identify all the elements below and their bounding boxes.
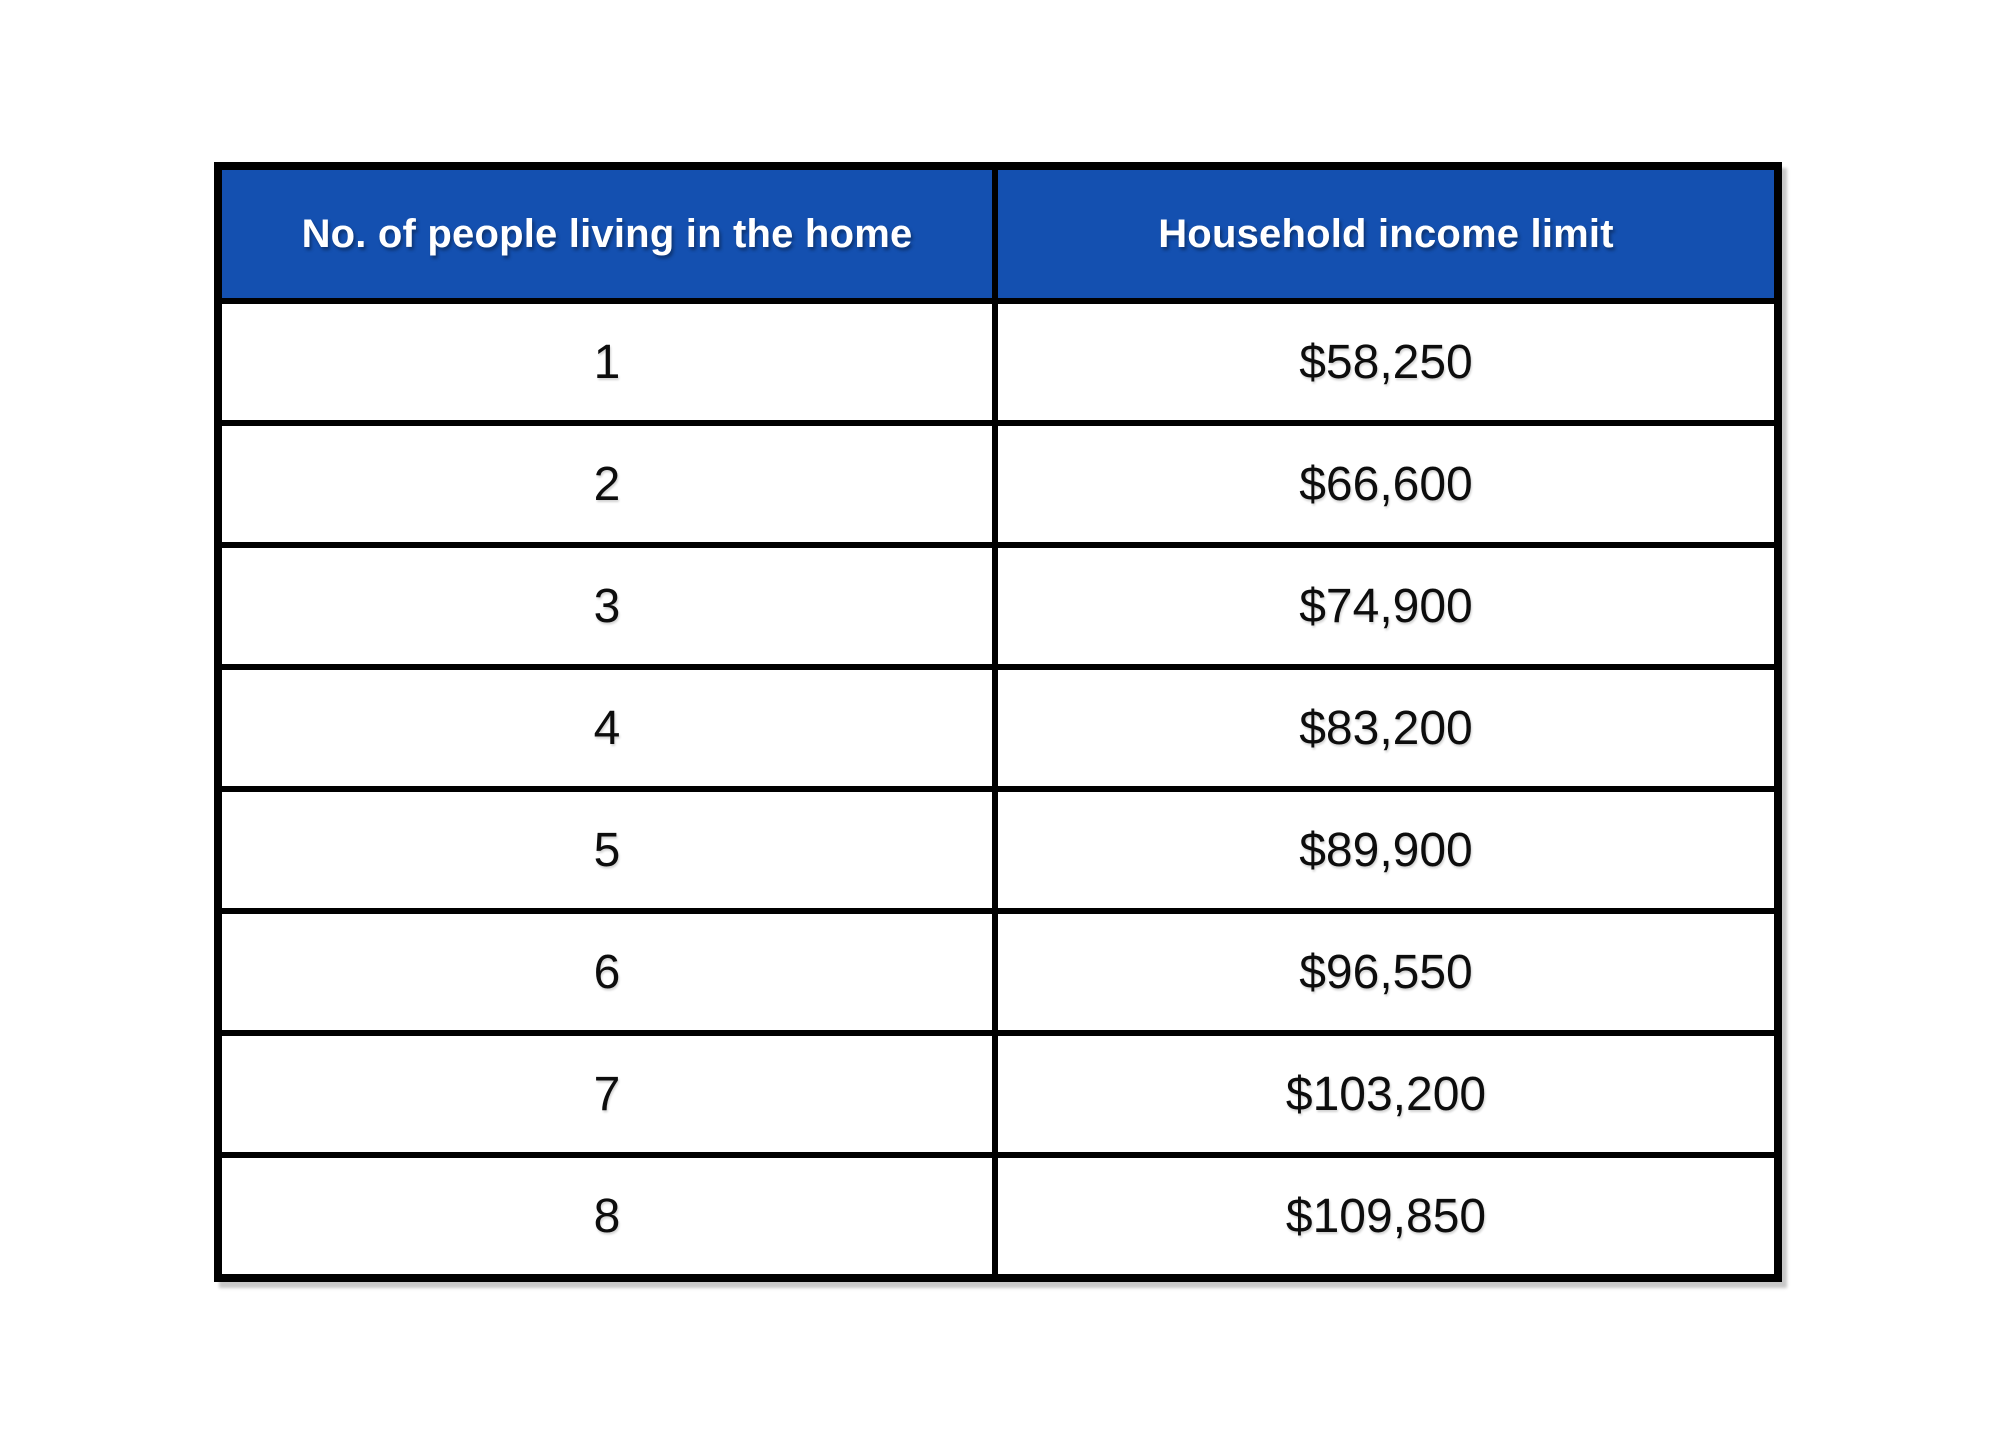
- table-row-5-people-cell: 5: [222, 792, 992, 908]
- people-count: 7: [593, 1067, 621, 1121]
- header-cell-income: Household income limit: [998, 170, 1774, 298]
- people-count: 3: [593, 579, 621, 633]
- income-limit: $83,200: [1299, 701, 1473, 755]
- income-limit: $103,200: [1285, 1067, 1487, 1121]
- header-label-people: No. of people living in the home: [301, 211, 913, 256]
- income-limit: $66,600: [1299, 457, 1473, 511]
- table-row-7-people-cell: 7: [222, 1036, 992, 1152]
- household-income-limit-table: No. of people living in the home Househo…: [214, 162, 1782, 1282]
- people-count: 6: [593, 945, 621, 999]
- table-row-4-people-cell: 4: [222, 670, 992, 786]
- income-limit: $74,900: [1299, 579, 1473, 633]
- people-count: 4: [593, 701, 621, 755]
- header-cell-people: No. of people living in the home: [222, 170, 992, 298]
- table-row-2-people-cell: 2: [222, 426, 992, 542]
- table-row-6-people-cell: 6: [222, 914, 992, 1030]
- table-row-8-people-cell: 8: [222, 1158, 992, 1274]
- income-limit: $58,250: [1299, 335, 1473, 389]
- people-count: 8: [593, 1189, 621, 1243]
- table-row-2-income-cell: $66,600: [998, 426, 1774, 542]
- people-count: 5: [593, 823, 621, 877]
- people-count: 2: [593, 457, 621, 511]
- people-count: 1: [593, 335, 621, 389]
- table-row-1-income-cell: $58,250: [998, 304, 1774, 420]
- table-row-8-income-cell: $109,850: [998, 1158, 1774, 1274]
- table-row-6-income-cell: $96,550: [998, 914, 1774, 1030]
- table-row-7-income-cell: $103,200: [998, 1036, 1774, 1152]
- table-row-5-income-cell: $89,900: [998, 792, 1774, 908]
- income-limit: $96,550: [1299, 945, 1473, 999]
- table-row-3-income-cell: $74,900: [998, 548, 1774, 664]
- table-row-4-income-cell: $83,200: [998, 670, 1774, 786]
- table-row-3-people-cell: 3: [222, 548, 992, 664]
- header-label-income: Household income limit: [1158, 211, 1614, 256]
- income-limit: $109,850: [1285, 1189, 1487, 1243]
- income-limit: $89,900: [1299, 823, 1473, 877]
- table-row-1-people-cell: 1: [222, 304, 992, 420]
